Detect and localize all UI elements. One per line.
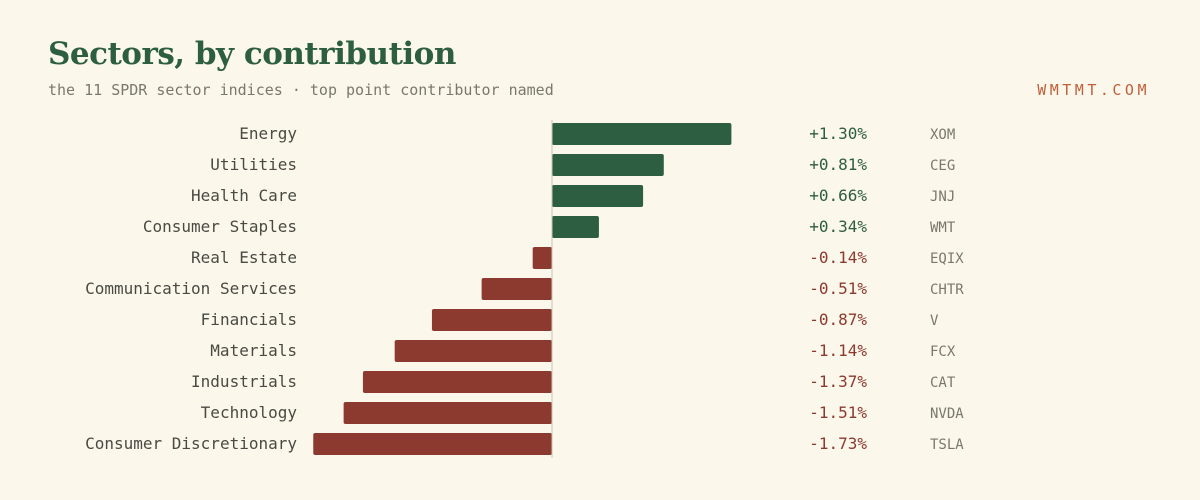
value-label: -0.51% bbox=[809, 279, 867, 298]
ticker-label: XOM bbox=[930, 127, 955, 143]
value-label: +0.66% bbox=[809, 186, 867, 205]
category-label: Consumer Discretionary bbox=[85, 434, 297, 453]
category-label: Health Care bbox=[191, 186, 297, 205]
ticker-label: EQIX bbox=[930, 251, 964, 267]
category-label: Materials bbox=[210, 341, 297, 360]
category-label: Technology bbox=[201, 403, 298, 422]
ticker-label: CEG bbox=[930, 158, 955, 174]
value-label: -1.51% bbox=[809, 403, 867, 422]
bar bbox=[431, 309, 552, 331]
page-subtitle: the 11 SPDR sector indices · top point c… bbox=[48, 81, 554, 99]
value-label: -1.37% bbox=[809, 372, 867, 391]
category-label: Communication Services bbox=[85, 279, 297, 298]
bar bbox=[552, 123, 732, 145]
bar bbox=[552, 154, 664, 176]
value-label: -0.14% bbox=[809, 248, 867, 267]
ticker-label: V bbox=[930, 313, 939, 329]
bar bbox=[362, 371, 552, 393]
value-label: -0.87% bbox=[809, 310, 867, 329]
value-label: +1.30% bbox=[809, 124, 867, 143]
value-label: +0.34% bbox=[809, 217, 867, 236]
category-label: Real Estate bbox=[191, 248, 297, 267]
ticker-label: TSLA bbox=[930, 437, 964, 453]
bar bbox=[343, 402, 552, 424]
bar bbox=[481, 278, 552, 300]
ticker-label: CHTR bbox=[930, 282, 964, 298]
site-link[interactable]: WMTMT.COM bbox=[1037, 81, 1150, 99]
bar bbox=[394, 340, 552, 362]
ticker-label: FCX bbox=[930, 344, 956, 360]
value-label: -1.73% bbox=[809, 434, 867, 453]
ticker-label: WMT bbox=[930, 220, 956, 236]
category-label: Utilities bbox=[210, 155, 297, 174]
bar bbox=[313, 433, 552, 455]
ticker-label: CAT bbox=[930, 375, 956, 391]
category-label: Industrials bbox=[191, 372, 297, 391]
ticker-label: NVDA bbox=[930, 406, 964, 422]
value-label: -1.14% bbox=[809, 341, 867, 360]
bar bbox=[532, 247, 552, 269]
category-label: Energy bbox=[239, 124, 297, 143]
category-label: Financials bbox=[201, 310, 297, 329]
category-label: Consumer Staples bbox=[143, 217, 297, 236]
page-title: Sectors, by contribution bbox=[48, 36, 456, 72]
bar bbox=[552, 216, 599, 238]
value-label: +0.81% bbox=[809, 155, 867, 174]
ticker-label: JNJ bbox=[930, 189, 955, 205]
bar bbox=[552, 185, 644, 207]
